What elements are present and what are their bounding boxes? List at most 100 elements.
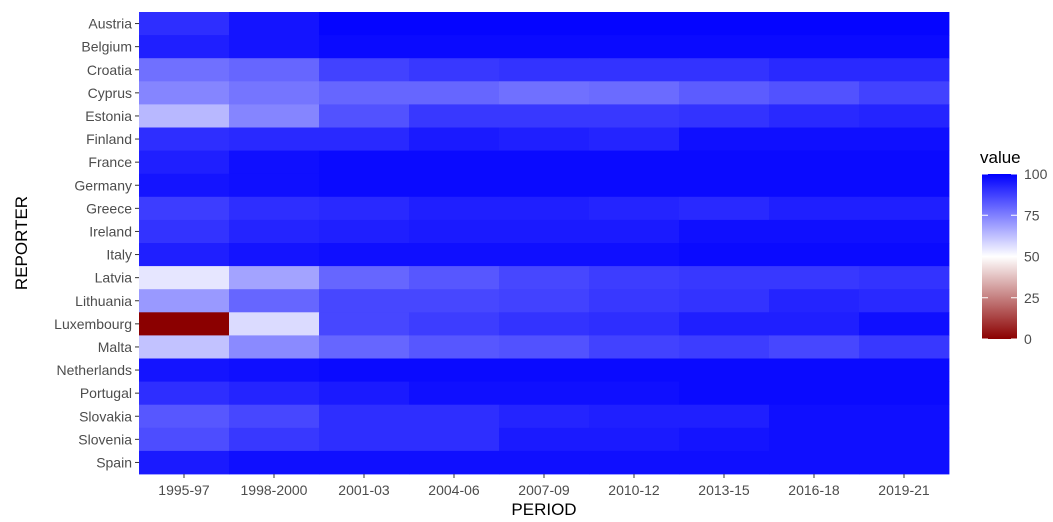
- heatmap-cell: [499, 35, 590, 59]
- heatmap-cell: [679, 219, 770, 244]
- heatmap-cell: [679, 58, 770, 82]
- heatmap-cell: [319, 404, 410, 429]
- heatmap-cell: [319, 173, 410, 198]
- heatmap-cell: [139, 173, 230, 198]
- heatmap-cell: [409, 12, 500, 36]
- heatmap-cell: [679, 127, 770, 151]
- heatmap-cell: [229, 104, 320, 128]
- heatmap-cell: [769, 266, 860, 290]
- heatmap-cell: [319, 312, 410, 336]
- heatmap-cell: [859, 312, 950, 336]
- heatmap-cell: [769, 58, 860, 82]
- heatmap-cell: [769, 427, 860, 452]
- heatmap-cell: [679, 427, 770, 452]
- y-tick-label: Portugal: [80, 385, 132, 401]
- heatmap-cell: [679, 312, 770, 336]
- heatmap-cell: [499, 427, 590, 452]
- heatmap-cell: [229, 358, 320, 382]
- heatmap-cell: [229, 243, 320, 267]
- heatmap-cell: [769, 150, 860, 175]
- heatmap-cell: [229, 335, 320, 359]
- heatmap-cell: [139, 81, 230, 105]
- heatmap-cell: [139, 35, 230, 59]
- heatmap-cell: [409, 381, 500, 406]
- heatmap-cell: [589, 58, 680, 82]
- heatmap-cell: [409, 358, 500, 382]
- heatmap-cell: [409, 266, 500, 290]
- heatmap-cell: [859, 427, 950, 452]
- y-tick-label: Austria: [88, 16, 132, 32]
- heatmap-cell: [319, 335, 410, 359]
- heatmap-cell: [859, 104, 950, 128]
- heatmap-cell: [679, 12, 770, 36]
- heatmap-cell: [679, 450, 770, 475]
- heatmap-cell: [859, 12, 950, 36]
- heatmap-cell: [679, 335, 770, 359]
- heatmap-cell: [589, 266, 680, 290]
- heatmap-cell: [499, 266, 590, 290]
- heatmap-cell: [769, 81, 860, 105]
- heatmap-cell: [319, 104, 410, 128]
- heatmap-cell: [319, 381, 410, 406]
- heatmap-cell: [499, 127, 590, 151]
- heatmap-cell: [409, 404, 500, 429]
- y-tick-label: Greece: [86, 200, 132, 216]
- heatmap-cell: [319, 196, 410, 221]
- x-tick-label: 1995-97: [158, 482, 210, 498]
- color-legend: value 0 25 50 75 100: [980, 148, 1048, 347]
- heatmap-cell: [589, 289, 680, 313]
- legend-title: value: [980, 148, 1021, 167]
- heatmap-cell: [859, 219, 950, 244]
- heatmap-cell: [409, 243, 500, 267]
- heatmap-cell: [589, 219, 680, 244]
- legend-ticks: 0 25 50 75 100: [982, 166, 1048, 347]
- y-tick-label: Finland: [86, 131, 132, 147]
- heatmap-cell: [769, 127, 860, 151]
- heatmap-cell: [679, 404, 770, 429]
- heatmap-cell: [139, 196, 230, 221]
- heatmap-cell: [589, 427, 680, 452]
- y-tick-label: France: [88, 154, 132, 170]
- y-tick-label: Latvia: [95, 270, 133, 286]
- y-tick-label: Croatia: [87, 62, 132, 78]
- heatmap-cell: [859, 150, 950, 175]
- heatmap-cell: [679, 35, 770, 59]
- heatmap-cell: [679, 381, 770, 406]
- heatmap-cell: [679, 243, 770, 267]
- heatmap-cell: [409, 289, 500, 313]
- heatmap-cell: [769, 173, 860, 198]
- heatmap-cell: [859, 358, 950, 382]
- heatmap-cell: [499, 150, 590, 175]
- y-axis-ticks: Austria Belgium Croatia Cyprus Estonia Finlan…: [54, 16, 139, 470]
- heatmap-cell: [589, 35, 680, 59]
- x-tick-label: 2004-06: [428, 482, 480, 498]
- heatmap-cell: [229, 12, 320, 36]
- heatmap-cell: [229, 427, 320, 452]
- heatmap-cell: [409, 427, 500, 452]
- x-axis-ticks: 1995-97 1998-2000 2001-03 2004-06 2007-09 201…: [158, 474, 930, 498]
- heatmap-cell: [319, 450, 410, 475]
- heatmap-cell: [409, 196, 500, 221]
- heatmap-cell: [859, 335, 950, 359]
- heatmap-cell: [769, 35, 860, 59]
- heatmap-cell: [859, 127, 950, 151]
- heatmap-cell: [139, 127, 230, 151]
- heatmap-cell: [139, 381, 230, 406]
- heatmap-cell: [769, 312, 860, 336]
- heatmap-cell: [859, 196, 950, 221]
- heatmap-cell: [859, 289, 950, 313]
- heatmap-cell: [139, 12, 230, 36]
- heatmap-cell: [229, 381, 320, 406]
- heatmap-cell: [139, 266, 230, 290]
- heatmap-cell: [139, 219, 230, 244]
- heatmap-cell: [139, 243, 230, 267]
- heatmap-cell: [319, 81, 410, 105]
- heatmap-cell: [589, 243, 680, 267]
- y-tick-label: Spain: [96, 454, 132, 470]
- heatmap-cell: [499, 196, 590, 221]
- legend-tick-label: 100: [1024, 166, 1048, 182]
- heatmap-cell: [229, 289, 320, 313]
- heatmap-cell: [139, 427, 230, 452]
- heatmap-cell: [499, 219, 590, 244]
